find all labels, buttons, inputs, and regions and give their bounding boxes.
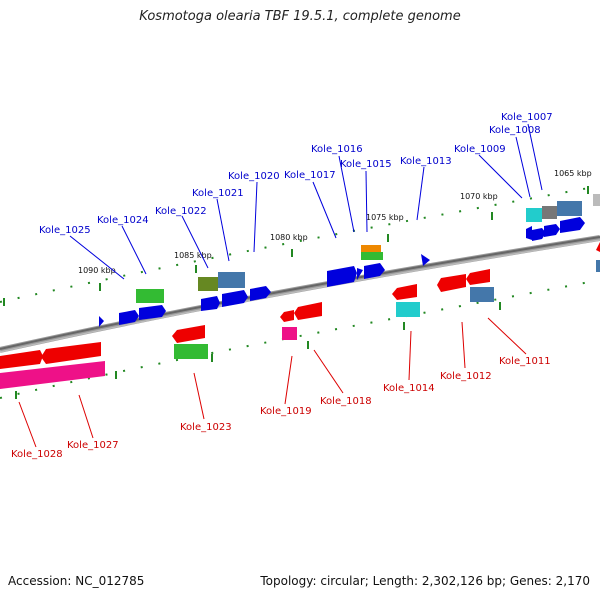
gene-label: Kole_1022: [155, 206, 207, 217]
gene-feature: [526, 226, 532, 240]
gene-feature: [470, 287, 494, 302]
gene-feature: [437, 274, 466, 292]
reverse-gene-labels: Kole_1011 Kole_1012 Kole_1014 Kole_1018 …: [11, 356, 551, 460]
gene-label: Kole_1023: [180, 422, 232, 433]
gene-label: Kole_1027: [67, 440, 119, 451]
gene-label: Kole_1028: [11, 449, 63, 460]
gene-feature: [526, 208, 542, 222]
gene-feature: [294, 302, 322, 320]
gene-feature: [218, 272, 245, 288]
map-title: Kosmotoga olearia TBF 19.5.1, complete g…: [139, 9, 461, 24]
gene-label: Kole_1007: [501, 112, 553, 123]
scale-label: 1070 kbp: [460, 192, 498, 201]
gene-feature: [396, 302, 420, 317]
gene-feature: [596, 260, 600, 272]
gene-feature: [280, 310, 294, 322]
gene-feature: [198, 277, 218, 291]
gene-feature: [119, 310, 139, 325]
gene-feature: [357, 268, 363, 280]
reverse-features: [0, 242, 600, 389]
reverse-leaders: [18, 317, 527, 448]
gene-feature: [361, 252, 383, 260]
gene-feature: [282, 327, 297, 340]
inner-tick-ring: [0, 279, 600, 399]
gene-feature: [532, 228, 546, 241]
gene-feature: [222, 290, 248, 307]
scale-label: 1065 kbp: [554, 169, 592, 178]
gene-feature: [172, 325, 205, 343]
gene-feature: [361, 245, 381, 252]
gene-feature: [0, 350, 43, 369]
gene-label: Kole_1012: [440, 371, 492, 382]
scale-label: 1080 kbp: [270, 233, 308, 242]
gene-feature: [0, 361, 105, 389]
gene-feature: [139, 305, 166, 320]
forward-features: [99, 194, 600, 327]
gene-feature: [542, 206, 557, 219]
gene-label: Kole_1017: [284, 170, 336, 181]
gene-feature: [201, 296, 220, 311]
gene-label: Kole_1009: [454, 144, 506, 155]
gene-feature: [392, 284, 417, 300]
gene-label: Kole_1025: [39, 225, 91, 236]
accession-text: Accession: NC_012785: [8, 574, 145, 588]
gene-feature: [174, 344, 208, 359]
gene-feature: [41, 342, 101, 364]
gene-label: Kole_1021: [192, 188, 244, 199]
gene-label: Kole_1008: [489, 125, 541, 136]
gene-feature: [136, 289, 164, 303]
genome-summary-text: Topology: circular; Length: 2,302,126 bp…: [260, 574, 590, 588]
forward-gene-labels: Kole_1007 Kole_1008 Kole_1009 Kole_1013 …: [39, 112, 553, 236]
gene-label: Kole_1024: [97, 215, 149, 226]
scale-label: 1075 kbp: [366, 213, 404, 222]
scale-labels: 1065 kbp 1070 kbp 1075 kbp 1080 kbp 1085…: [78, 169, 592, 275]
gene-label: Kole_1015: [340, 159, 392, 170]
gene-label: Kole_1014: [383, 383, 435, 394]
scale-label: 1090 kbp: [78, 266, 116, 275]
scale-label: 1085 kbp: [174, 251, 212, 260]
major-ticks: [3, 186, 589, 399]
gene-feature: [421, 254, 430, 266]
gene-label: Kole_1020: [228, 171, 280, 182]
gene-feature: [596, 242, 600, 252]
gene-feature: [557, 201, 582, 216]
gene-label: Kole_1011: [499, 356, 551, 367]
gene-label: Kole_1013: [400, 156, 452, 167]
gene-feature: [466, 269, 490, 285]
gene-feature: [327, 266, 357, 287]
gene-feature: [364, 263, 385, 279]
forward-leaders: [69, 123, 543, 280]
gene-feature: [544, 224, 560, 237]
gene-feature: [560, 217, 585, 233]
outer-tick-ring: [0, 185, 600, 303]
gene-feature: [99, 316, 104, 327]
genome-backbone: [0, 235, 600, 353]
gene-label: Kole_1019: [260, 406, 312, 417]
gene-feature: [593, 194, 600, 206]
gene-feature: [250, 286, 271, 301]
gene-label: Kole_1016: [311, 144, 363, 155]
gene-label: Kole_1018: [320, 396, 372, 407]
